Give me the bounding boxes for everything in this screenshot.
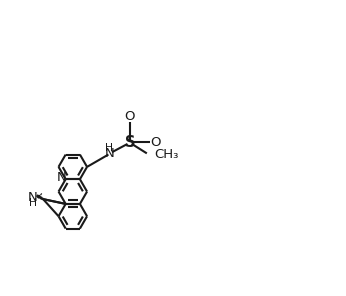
Text: N: N xyxy=(28,192,38,205)
Text: CH₃: CH₃ xyxy=(154,148,179,161)
Text: H: H xyxy=(29,198,37,208)
Text: N: N xyxy=(104,147,114,160)
Text: O: O xyxy=(125,110,135,123)
Text: H: H xyxy=(105,143,113,153)
Text: O: O xyxy=(151,136,161,149)
Text: N: N xyxy=(57,171,67,184)
Text: S: S xyxy=(125,135,135,150)
